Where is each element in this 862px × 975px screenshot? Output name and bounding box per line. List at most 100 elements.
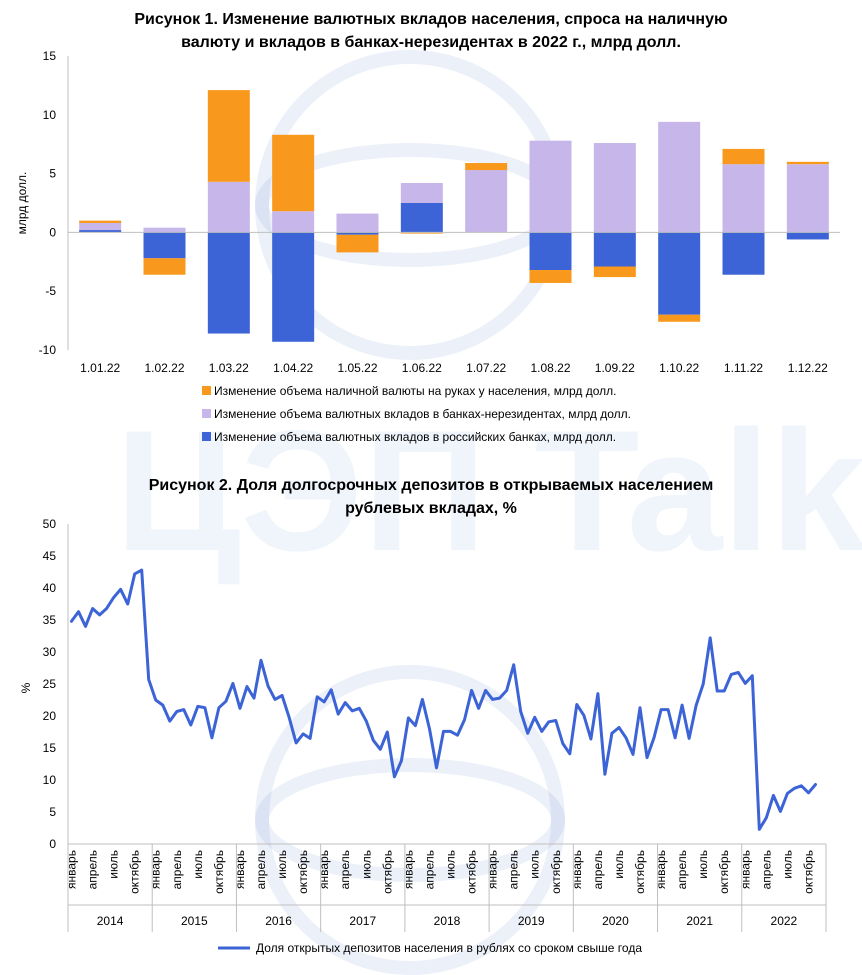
chart2-data-point [77,610,80,613]
chart1-bar-segment [336,213,379,233]
chart1-bar-segment [143,227,186,233]
chart2-data-point [302,732,305,735]
chart2-data-point [807,791,810,794]
chart2-data-point [379,748,382,751]
chart1-bar-segment [143,258,186,275]
chart2-data-point [631,753,634,756]
chart2-data-point [252,697,255,700]
chart1-y-tick-label: -10 [39,343,57,357]
chart2-title: Рисунок 2. Доля долгосрочных депозитов в… [0,474,862,520]
chart2-data-point [470,689,473,692]
chart2-data-point [323,700,326,703]
chart2-y-tick-label: 0 [49,837,56,851]
chart2-month-label: апрель [507,850,521,889]
chart2-data-point [617,726,620,729]
chart2-month-label: январь [486,850,500,889]
chart2-y-tick-label: 50 [43,517,57,531]
chart2-month-label: январь [65,850,79,889]
chart2-title-line2: рублевых вкладах, % [345,500,517,517]
chart1-legend-swatch [202,409,211,418]
chart2-month-label: апрель [254,850,268,889]
chart2-data-point [463,718,466,721]
chart2-month-label: октябрь [549,850,563,894]
chart2-title-line1: Рисунок 2. Доля долгосрочных депозитов в… [148,477,714,494]
chart2-data-point [203,706,206,709]
chart2-month-label: январь [738,850,752,889]
chart2-data-point [196,705,199,708]
chart2-data-point [91,607,94,610]
chart1-bar-segment [529,270,572,283]
chart2-data-point [730,673,733,676]
chart2-data-point [407,716,410,719]
chart1-x-tick-label: 1.03.22 [209,361,249,375]
chart2-data-point [168,720,171,723]
chart2-month-label: апрель [591,850,605,889]
chart2-data-point [610,732,613,735]
chart2-data-point [505,689,508,692]
chart2-month-label: июль [275,850,289,879]
chart2-y-tick-label: 30 [43,645,57,659]
chart2-year-label: 2022 [771,914,798,928]
chart2-data-point [484,689,487,692]
chart2-data-point [224,700,227,703]
chart2-data-point [351,709,354,712]
chart2-data-point [309,737,312,740]
chart2-data-point [575,703,578,706]
chart2-year-label: 2016 [265,914,292,928]
chart2-data-point [779,810,782,813]
chart2-data-point [716,690,719,693]
chart2-data-point [288,716,291,719]
chart2-data-point [582,714,585,717]
chart2-data-point [260,659,263,662]
chart2-data-point [540,730,543,733]
chart1-title-line1: Рисунок 1. Изменение валютных вкладов на… [134,11,728,28]
chart1-bar-segment [786,232,829,240]
chart2-data-point [751,674,754,677]
chart1-bar-segment [207,90,250,182]
chart2-month-label: октябрь [465,850,479,894]
chart2-month-label: апрель [422,850,436,889]
chart2-month-label: октябрь [801,850,815,894]
chart2-data-point [800,784,803,787]
chart1-x-tick-label: 1.05.22 [337,361,377,375]
chart2-data-point [646,756,649,759]
chart2-series-line [70,568,817,831]
chart1-legend-label: Изменение объема наличной валюты на рука… [214,384,617,398]
chart2-data-point [98,613,101,616]
chart2-data-point [765,816,768,819]
chart2-year-label: 2020 [602,914,629,928]
chart2-data-point [554,719,557,722]
chart1-bar-segment [272,232,315,342]
chart1-bar-segment [400,203,443,233]
chart2-month-label: июль [696,850,710,879]
chart2-year-label: 2015 [181,914,208,928]
chart1-x-tick-label: 1.01.22 [80,361,120,375]
chart1-x-tick-label: 1.12.22 [788,361,828,375]
chart1-x-tick-label: 1.09.22 [595,361,635,375]
chart2-month-label: октябрь [380,850,394,894]
chart2-data-point [695,704,698,707]
chart2-data-point [568,752,571,755]
chart2-data-point [491,698,494,701]
chart1-bar-segment [722,164,765,233]
chart2-year-label: 2018 [434,914,461,928]
chart2-data-point [274,698,277,701]
chart2-data-point [126,603,129,605]
chart2-data-point [603,773,606,776]
chart1-x-tick-label: 1.08.22 [530,361,570,375]
chart1-bar-segment [593,232,636,267]
chart2-data-point [449,730,452,733]
chart1-legend-swatch [202,386,211,395]
chart2-data-point [814,783,817,786]
chart2-data-point [688,737,691,740]
chart1-bar-segment [658,121,701,233]
chart2-data-point [231,682,234,685]
chart2-legend-label: Доля открытых депозитов населения в рубл… [256,941,642,955]
chart2-data-point [365,720,368,723]
chart1-bar-segment [658,232,701,315]
chart2-data-point [400,759,403,762]
chart2-data-point [133,572,136,575]
chart2-data-point [281,694,284,697]
chart2-month-label: октябрь [212,850,226,894]
chart2-data-point [709,636,712,639]
